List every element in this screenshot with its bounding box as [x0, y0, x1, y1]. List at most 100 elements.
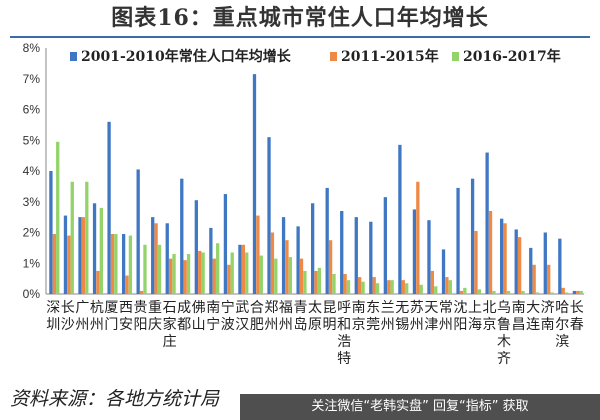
legend-label-3: 2016-2017年	[463, 48, 561, 65]
bar-3	[535, 292, 540, 294]
bar-1	[383, 197, 388, 294]
x-tick-label: 合	[250, 300, 264, 316]
y-tick-label: 1%	[23, 256, 41, 270]
bar-2	[503, 223, 507, 294]
x-tick-label: 常	[439, 300, 453, 316]
x-tick-label: 州	[90, 317, 104, 333]
x-tick-label: 京	[482, 317, 496, 333]
legend-swatch-2	[330, 52, 337, 61]
bar-2	[547, 264, 551, 294]
bar-1	[500, 218, 504, 294]
y-tick-label: 7%	[23, 72, 41, 86]
x-tick-label: 西	[119, 300, 133, 316]
bar-chart: 0%1%2%3%4%5%6%7%8%深圳长沙广州杭州厦门西安贵阳重庆石家庄成都佛…	[23, 41, 584, 367]
bar-3	[303, 270, 307, 294]
title-divider	[10, 36, 590, 38]
bar-3	[216, 243, 220, 294]
bar-2	[328, 240, 333, 294]
bar-1	[354, 217, 358, 294]
x-tick-label: 重	[148, 300, 162, 316]
bar-2	[430, 270, 435, 294]
x-tick-label: 原	[308, 317, 322, 333]
bar-1	[78, 217, 82, 294]
bar-3	[245, 252, 249, 294]
legend-swatch-1	[70, 52, 77, 61]
x-tick-label: 州	[264, 317, 278, 333]
bar-3	[375, 283, 380, 294]
bar-2	[168, 258, 173, 294]
bar-2	[445, 277, 449, 294]
bar-1	[427, 220, 431, 294]
x-tick-label: 沙	[61, 317, 75, 333]
bar-1	[456, 187, 460, 294]
legend-label-2: 2011-2015年	[341, 48, 439, 65]
x-tick-label: 滨	[555, 334, 569, 350]
bar-1	[325, 187, 329, 294]
bar-2	[561, 287, 565, 294]
bar-2	[532, 264, 536, 294]
bar-1	[369, 221, 373, 294]
bar-3	[201, 252, 205, 294]
bar-1	[165, 223, 169, 294]
y-tick-label: 6%	[23, 103, 41, 117]
x-tick-label: 郑	[264, 300, 278, 316]
x-tick-label: 庄	[163, 333, 177, 350]
x-tick-label: 石	[163, 300, 177, 316]
x-tick-label: 南	[512, 300, 526, 316]
bar-3	[70, 181, 74, 294]
bar-3	[361, 281, 365, 294]
bar-3	[477, 289, 482, 294]
x-tick-label: 广	[75, 300, 89, 316]
bar-2	[372, 277, 376, 294]
bar-2	[576, 290, 580, 294]
bar-2	[125, 275, 129, 294]
x-tick-label: 济	[541, 300, 555, 316]
x-tick-label: 州	[75, 317, 89, 333]
bar-1	[209, 227, 213, 294]
bar-2	[154, 223, 158, 294]
bar-1	[572, 290, 577, 294]
bar-2	[343, 274, 347, 294]
x-tick-label: 太	[308, 300, 322, 316]
x-tick-label: 东	[366, 300, 380, 316]
bar-1	[121, 234, 126, 294]
y-tick-label: 0%	[23, 287, 41, 301]
bar-2	[96, 270, 100, 294]
bar-2	[67, 235, 71, 294]
x-tick-label: 家	[163, 316, 177, 333]
bar-3	[274, 258, 278, 294]
bar-1	[514, 229, 518, 294]
bar-2	[227, 264, 231, 294]
x-tick-label: 木	[497, 334, 511, 350]
x-tick-label: 津	[424, 317, 438, 333]
bar-2	[314, 270, 318, 294]
bar-3	[506, 290, 511, 294]
bar-3	[288, 257, 293, 294]
bar-2	[358, 277, 362, 294]
x-tick-label: 成	[177, 300, 191, 316]
legend-label-1: 2001-2010年常住人口年均增长	[81, 48, 292, 65]
bar-1	[180, 178, 184, 294]
bar-1	[107, 121, 111, 294]
bar-3	[230, 252, 234, 294]
x-tick-label: 阳	[134, 317, 148, 333]
bar-2	[81, 217, 86, 294]
bar-3	[521, 290, 525, 294]
x-tick-label: 门	[104, 317, 118, 333]
bar-3	[434, 286, 438, 294]
bar-2	[139, 290, 144, 294]
bar-3	[128, 235, 133, 294]
bar-2	[416, 181, 420, 294]
x-tick-label: 青	[293, 300, 307, 316]
bar-3	[99, 207, 103, 294]
bar-2	[52, 234, 56, 294]
bar-1	[151, 217, 155, 294]
bar-2	[387, 280, 391, 294]
x-tick-label: 南	[206, 300, 220, 316]
bar-2	[110, 234, 115, 294]
bar-2	[299, 258, 304, 294]
bar-3	[448, 280, 452, 294]
y-tick-label: 5%	[23, 133, 41, 147]
x-tick-label: 州	[410, 317, 424, 333]
y-tick-label: 8%	[23, 41, 41, 55]
